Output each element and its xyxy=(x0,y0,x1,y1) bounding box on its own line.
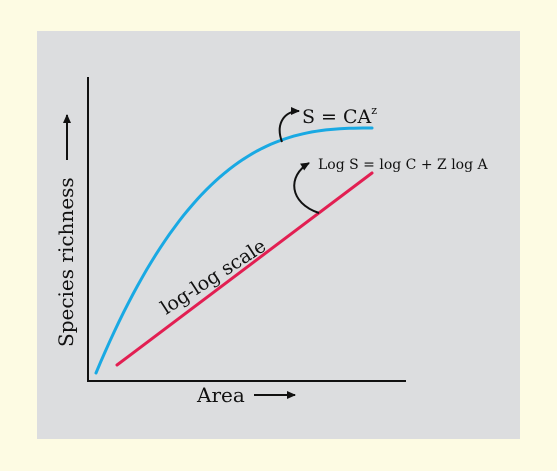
power-law-exponent: z xyxy=(371,104,377,117)
y-axis-title: Species richness xyxy=(54,177,78,347)
series-line-log-log xyxy=(115,171,374,367)
power-law-equation-text: S = CA xyxy=(302,106,372,128)
curved-arrow-icon xyxy=(293,162,320,214)
series-line-power-curve xyxy=(94,126,374,375)
curved-arrow-icon xyxy=(278,107,300,143)
x-axis-title: Area xyxy=(196,383,245,407)
log-law-equation: Log S = log C + Z log A xyxy=(318,157,489,173)
chart-panel xyxy=(37,31,520,439)
power-law-equation: S = CAz xyxy=(302,104,377,128)
